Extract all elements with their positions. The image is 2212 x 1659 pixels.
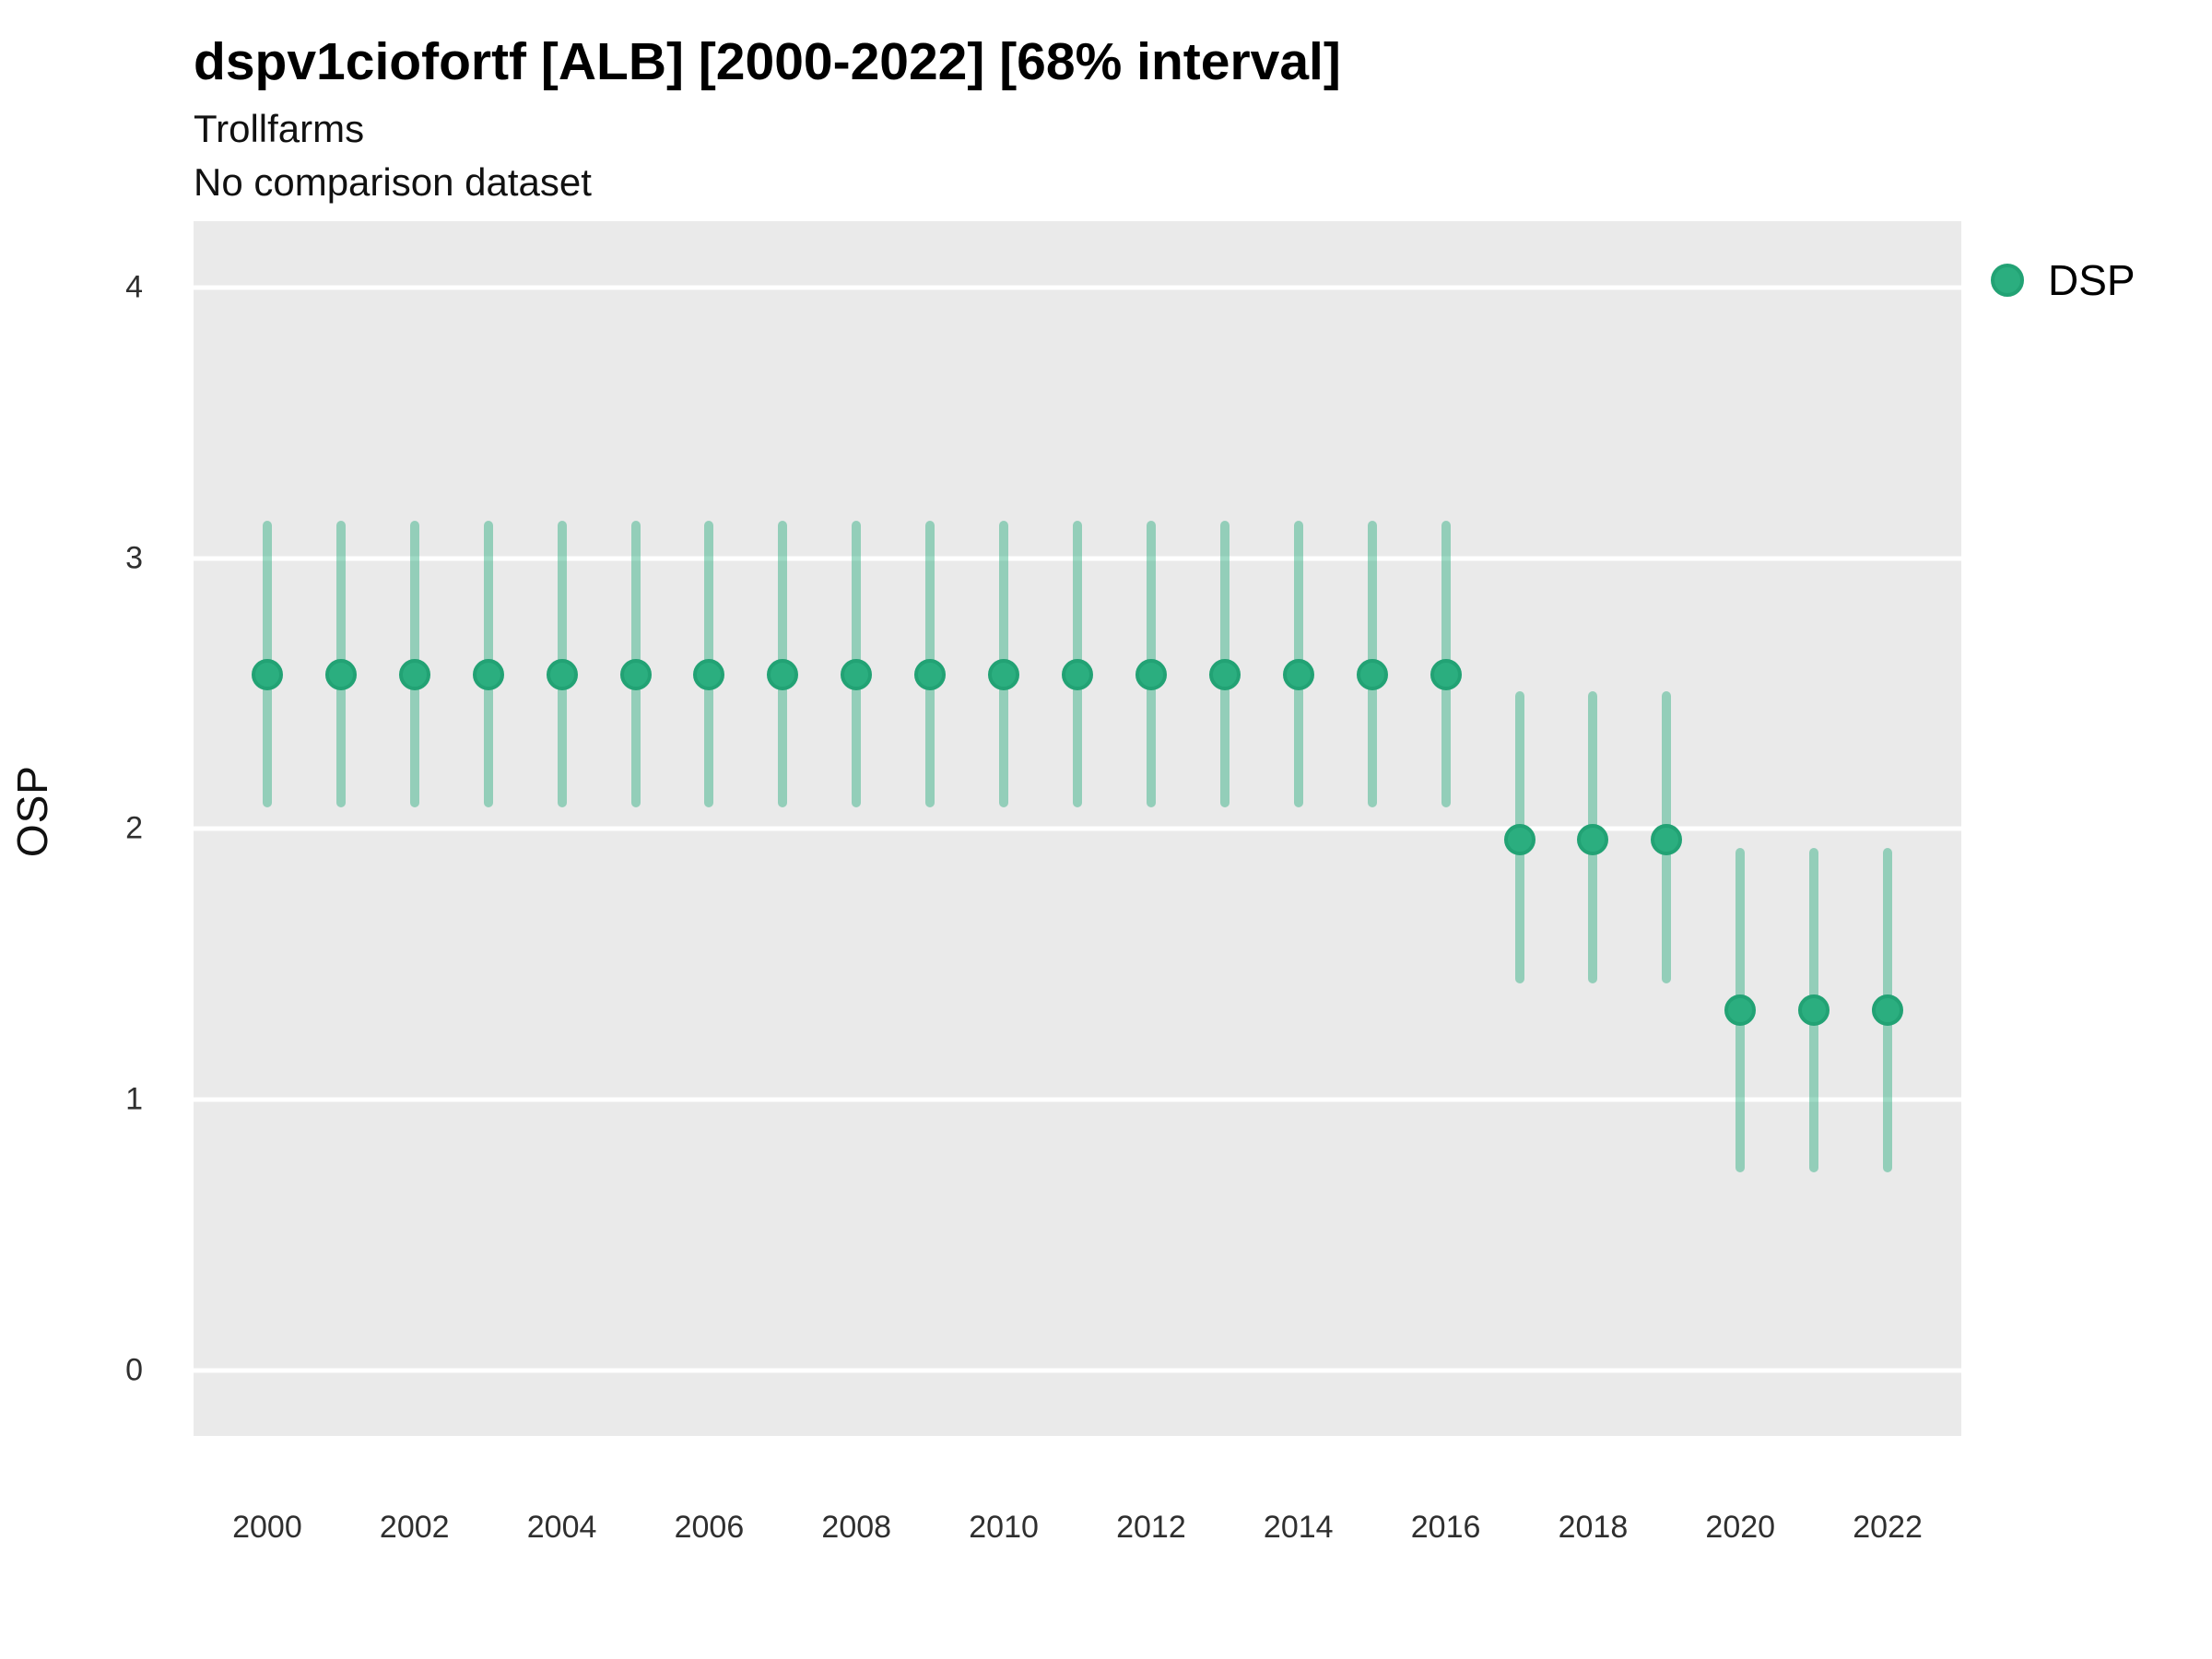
data-point-2003 [472,658,504,690]
data-point-2018 [1577,824,1609,856]
data-point-2008 [841,658,873,690]
y-tick-label-2: 2 [125,810,143,846]
data-point-2010 [988,658,1020,690]
comparison-note: No comparison dataset [194,160,592,204]
data-point-2004 [546,658,578,690]
data-point-2009 [914,658,947,690]
data-point-2021 [1798,994,1830,1027]
legend-dsp-label: DSP [2048,256,2136,304]
data-point-2019 [1651,824,1683,856]
data-point-2012 [1135,658,1167,690]
data-point-2005 [619,658,652,690]
data-point-2006 [693,658,725,690]
gridline-y-3 [194,556,1961,561]
data-point-2020 [1724,994,1757,1027]
chart-title: dspv1ciofortf [ALB] [2000-2022] [68% int… [194,32,1341,91]
y-tick-label-3: 3 [125,540,143,576]
y-tick-label-0: 0 [125,1352,143,1388]
data-point-2002 [398,658,430,690]
x-tick-label-2000: 2000 [232,1510,302,1545]
x-tick-label-2006: 2006 [674,1510,745,1545]
x-tick-label-2016: 2016 [1410,1510,1481,1545]
x-tick-label-2012: 2012 [1116,1510,1186,1545]
gridline-y-0 [194,1368,1961,1373]
data-point-2011 [1062,658,1093,690]
x-tick-label-2014: 2014 [1263,1510,1334,1545]
x-tick-label-2002: 2002 [379,1510,450,1545]
gridline-y-2 [194,826,1961,831]
data-point-2007 [767,658,799,690]
gridline-y-4 [194,285,1961,290]
y-tick-label-4: 4 [125,269,143,305]
data-point-2022 [1872,994,1904,1027]
legend: DSP [1991,255,2136,305]
data-point-2013 [1208,658,1241,690]
x-tick-label-2022: 2022 [1853,1510,1923,1545]
gridline-y-1 [194,1097,1961,1102]
x-tick-label-2010: 2010 [969,1510,1039,1545]
x-tick-label-2018: 2018 [1558,1510,1629,1545]
plot-area [194,221,1961,1436]
data-point-2016 [1430,658,1462,690]
legend-dsp-swatch-icon [1991,264,2024,297]
data-point-2015 [1356,658,1388,690]
x-tick-label-2020: 2020 [1705,1510,1776,1545]
data-point-2001 [324,658,357,690]
y-tick-label-1: 1 [125,1081,143,1117]
data-point-2014 [1282,658,1314,690]
x-tick-label-2004: 2004 [526,1510,597,1545]
data-point-2000 [251,658,283,690]
x-tick-label-2008: 2008 [821,1510,892,1545]
data-point-2017 [1503,824,1535,856]
chart-subtitle: Trollfarms [194,107,365,150]
